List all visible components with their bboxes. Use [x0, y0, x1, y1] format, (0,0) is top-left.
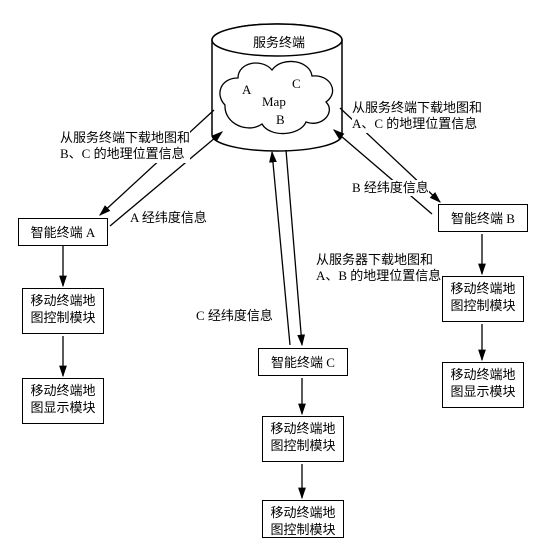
diagram-canvas: 服务终端 A C Map B 智能终端 A 移动终端地 图控制模块 移动终端地 … — [0, 0, 553, 539]
label-srv-to-a: 从服务终端下载地图和 B、C 的地理位置信息 — [60, 130, 190, 163]
server-title: 服务终端 — [253, 32, 305, 51]
node-ctrl-c: 移动终端地 图控制模块 — [262, 416, 344, 462]
node-disp-a: 移动终端地 图显示模块 — [22, 378, 104, 424]
label-srv-to-c: 从服务器下载地图和 A、B 的地理位置信息 — [316, 252, 441, 285]
label-c-to-srv: C 经纬度信息 — [196, 308, 273, 324]
label-b-to-srv: B 经纬度信息 — [352, 180, 429, 196]
node-ctrl-c2: 移动终端地 图控制模块 — [262, 500, 344, 538]
cloud-label-map: Map — [262, 94, 286, 110]
cloud-label-c: C — [292, 76, 301, 92]
node-disp-b: 移动终端地 图显示模块 — [442, 362, 524, 408]
node-terminal-c: 智能终端 C — [258, 348, 348, 376]
node-ctrl-a: 移动终端地 图控制模块 — [22, 288, 104, 334]
cloud-label-a: A — [242, 82, 251, 98]
node-terminal-a: 智能终端 A — [18, 218, 108, 246]
label-a-to-srv: A 经纬度信息 — [130, 210, 207, 226]
node-ctrl-b: 移动终端地 图控制模块 — [442, 276, 524, 322]
label-srv-to-b: 从服务终端下载地图和 A、C 的地理位置信息 — [352, 100, 482, 133]
node-terminal-b: 智能终端 B — [438, 204, 528, 232]
cloud-label-b: B — [276, 112, 285, 128]
